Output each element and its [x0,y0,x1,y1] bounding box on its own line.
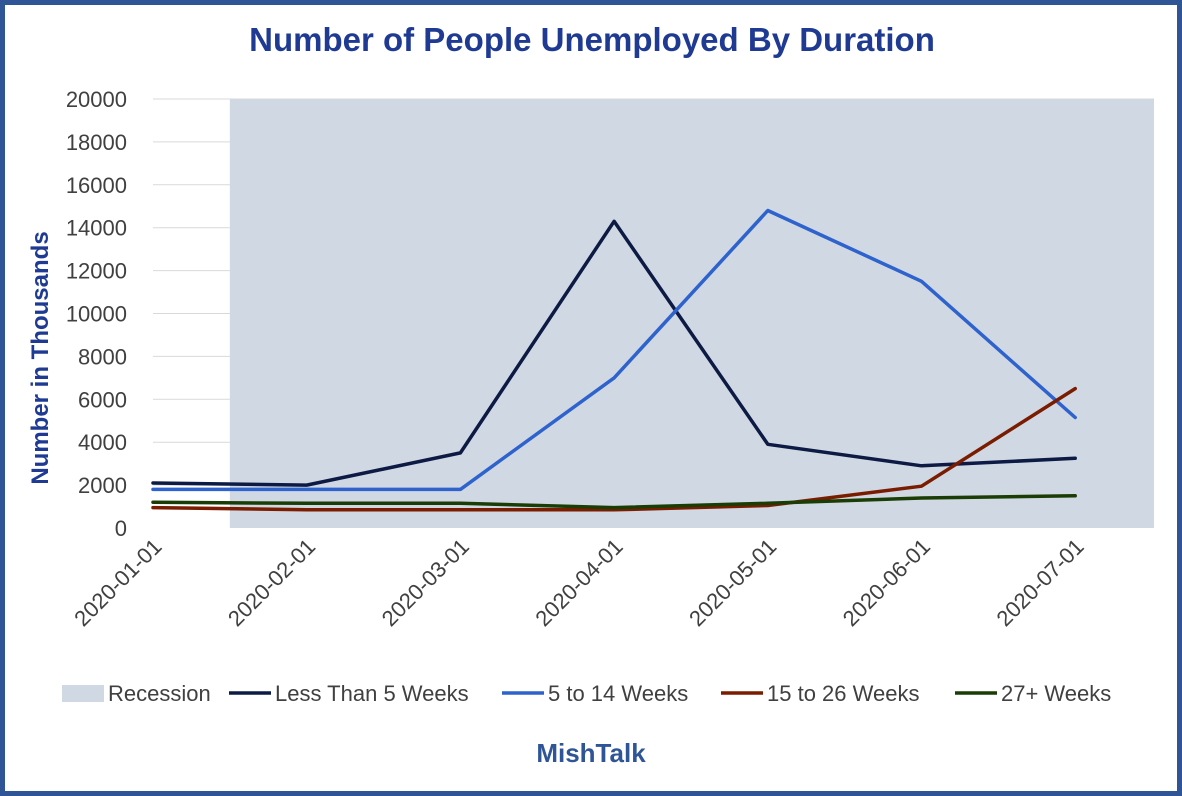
series-lines [151,208,1077,512]
x-tick-label: 2020-01-01 [69,534,166,631]
x-tick-label: 2020-06-01 [838,534,935,631]
y-axis-label: Number in Thousands [27,231,54,484]
y-tick-label: 8000 [78,344,127,369]
y-tick-label: 14000 [66,216,127,241]
series-line-15-to-26-weeks [151,386,1077,512]
legend-label-series: 15 to 26 Weeks [767,681,919,706]
legend: Recession Less Than 5 Weeks 5 to 14 Weeks 1… [62,681,1111,706]
x-tick-label: 2020-05-01 [684,534,781,631]
y-tick-label: 12000 [66,259,127,284]
x-tick-label: 2020-02-01 [223,534,320,631]
recession-shading [229,99,1155,528]
y-tick-label: 10000 [66,302,127,327]
y-tick-label: 18000 [66,130,127,155]
recession-shading-group [229,99,1155,528]
legend-label-series: Less Than 5 Weeks [275,681,469,706]
y-tick-label: 0 [115,516,127,541]
y-tick-label: 2000 [78,473,127,498]
y-tick-label: 4000 [78,430,127,455]
y-tick-label: 20000 [66,87,127,112]
x-tick-label: 2020-07-01 [991,534,1088,631]
credit-text: MishTalk [536,738,646,768]
x-tick-label: 2020-03-01 [377,534,474,631]
series-line-5-to-14-weeks [151,208,1077,492]
legend-label-series: 27+ Weeks [1001,681,1111,706]
legend-label-recession: Recession [108,681,211,706]
x-tick-label: 2020-04-01 [530,534,627,631]
chart-title: Number of People Unemployed By Duration [249,21,935,58]
y-tick-label: 16000 [66,173,127,198]
series-line-27-weeks [151,494,1077,510]
x-axis-ticks: 2020-01-01 2020-02-01 2020-03-01 2020-04-01… [69,534,1088,631]
series-line-less-than-5-weeks [151,219,1077,487]
legend-swatch-recession [62,685,104,702]
legend-label-series: 5 to 14 Weeks [548,681,688,706]
y-axis-ticks: 0 2000 4000 6000 8000 10000 12000 14000 16000 180… [66,87,127,541]
y-tick-label: 6000 [78,387,127,412]
